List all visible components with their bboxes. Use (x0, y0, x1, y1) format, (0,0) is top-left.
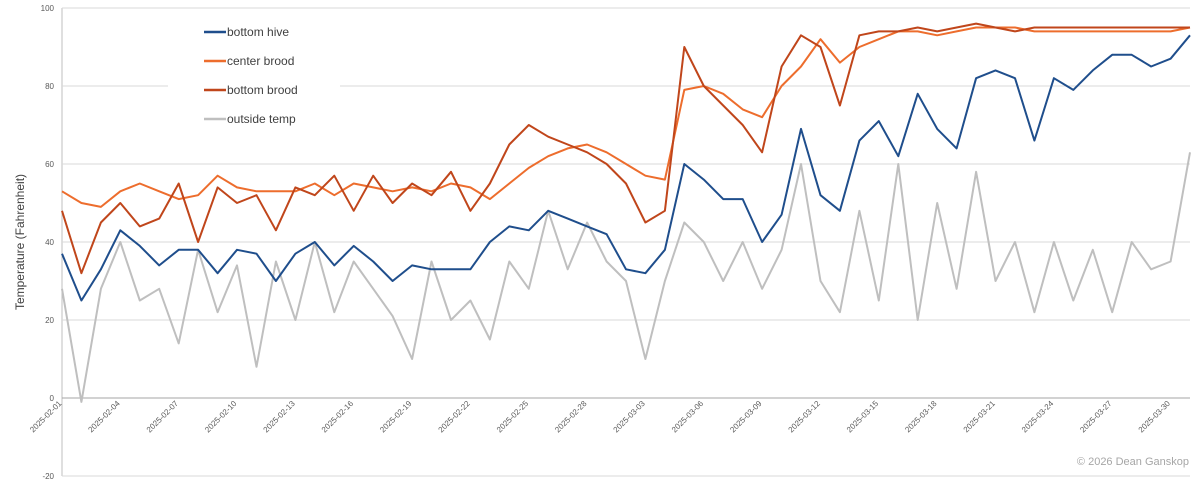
x-tick-label: 2025-03-27 (1078, 399, 1114, 435)
series-line-outside-temp (61, 152, 1191, 403)
x-tick-label: 2025-02-16 (320, 399, 356, 435)
legend-label: bottom hive (227, 25, 289, 39)
y-tick-label: -20 (42, 472, 54, 481)
x-tick-label: 2025-03-21 (962, 399, 998, 435)
legend-label: outside temp (227, 112, 296, 126)
x-tick-label: 2025-03-12 (787, 399, 823, 435)
x-tick-label: 2025-03-18 (903, 399, 939, 435)
x-tick-label: 2025-02-19 (378, 399, 414, 435)
y-tick-label: 40 (45, 238, 54, 247)
legend: bottom hive center brood bottom brood outsi… (168, 14, 340, 132)
x-tick-label: 2025-02-22 (437, 399, 473, 435)
legend-box (168, 14, 340, 132)
x-tick-label: 2025-03-30 (1137, 399, 1173, 435)
x-tick-label: 2025-02-04 (86, 399, 122, 435)
y-tick-label: 60 (45, 160, 54, 169)
x-tick-label: 2025-02-07 (145, 399, 181, 435)
legend-label: bottom brood (227, 83, 298, 97)
y-tick-label: 100 (41, 4, 55, 13)
legend-label: center brood (227, 54, 294, 68)
series-line-bottom-brood (61, 22, 1190, 275)
x-tick-label: 2025-03-15 (845, 399, 881, 435)
y-tick-label: 80 (45, 82, 54, 91)
x-tick-label: 2025-03-09 (728, 399, 764, 435)
x-tick-label: 2025-03-24 (1020, 399, 1056, 435)
x-tick-label: 2025-03-06 (670, 399, 706, 435)
x-tick-label: 2025-02-28 (553, 399, 589, 435)
x-tick-label: 2025-03-03 (612, 399, 648, 435)
copyright-text: © 2026 Dean Ganskop (1076, 456, 1189, 468)
x-tick-label: 2025-02-01 (28, 399, 64, 435)
x-tick-label: 2025-02-13 (261, 399, 297, 435)
series-lines (61, 22, 1191, 403)
x-tick-label: 2025-02-25 (495, 399, 531, 435)
x-axis-ticks: 2025-02-01 2025-02-04 2025-02-07 2025-02-10… (28, 399, 1172, 435)
y-axis-ticks: -20 0 20 40 60 80 100 (41, 4, 55, 481)
y-tick-label: 20 (45, 316, 54, 325)
series-line-center-brood (61, 26, 1191, 208)
series-line-bottom-hive (61, 34, 1191, 302)
y-axis-label: Temperature (Fahrenheit) (13, 174, 27, 310)
x-tick-label: 2025-02-10 (203, 399, 239, 435)
y-tick-label: 0 (50, 394, 55, 403)
